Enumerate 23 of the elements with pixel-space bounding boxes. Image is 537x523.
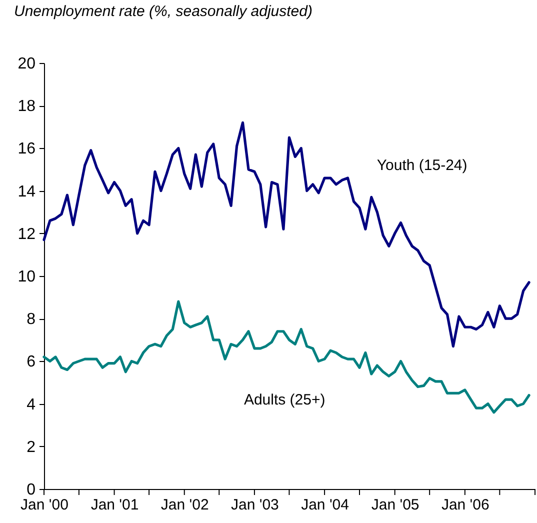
- y-tick-label: 4: [26, 396, 36, 414]
- y-tick-label: 18: [18, 98, 36, 116]
- y-tick-label: 14: [18, 183, 36, 200]
- y-tick-label: 0: [26, 482, 36, 498]
- line-series: [42, 300, 530, 414]
- y-tick-label: 8: [26, 311, 36, 328]
- y-tick-label: 10: [18, 268, 36, 286]
- x-tick-label: Jan '05: [371, 496, 420, 514]
- line-series: [42, 121, 530, 348]
- x-tick-label: Jan '00: [20, 496, 68, 514]
- x-tick-label: Jan '01: [90, 496, 139, 514]
- y-tick-label: 2: [26, 438, 36, 456]
- y-tick-label: 6: [26, 354, 36, 371]
- x-tick-label: Jan '06: [441, 496, 490, 514]
- series-label: Youth (15-24): [376, 157, 468, 174]
- chart-title: Unemployment rate (%, seasonally adjusted): [14, 3, 312, 20]
- x-tick-label: Jan '03: [231, 496, 279, 514]
- x-tick-label: Jan '02: [160, 496, 209, 514]
- y-tick-label: 16: [18, 140, 36, 158]
- x-tick-label: Jan '04: [301, 496, 349, 514]
- y-tick-label: 12: [18, 226, 36, 243]
- text: Adults (25+): [244, 392, 326, 409]
- y-tick-label: 20: [18, 56, 36, 72]
